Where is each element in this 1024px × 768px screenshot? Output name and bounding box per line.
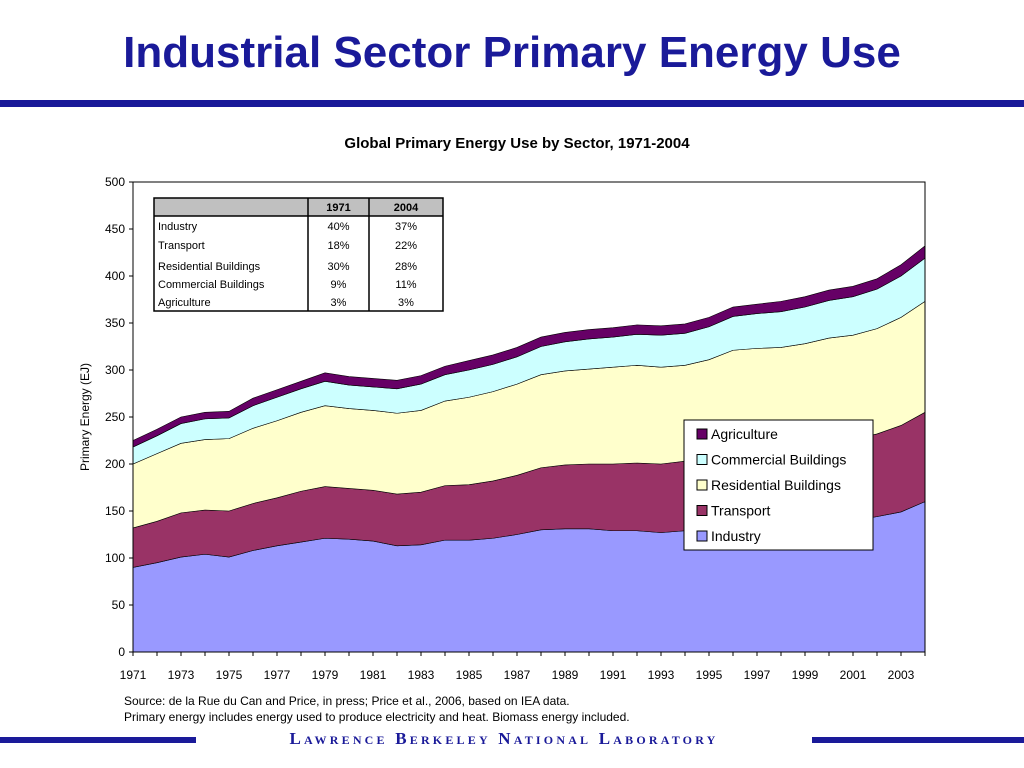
definition-note: Primary energy includes energy used to p… [124, 710, 630, 724]
share-table-percent: 3% [398, 297, 414, 309]
share-table-percent: 3% [331, 297, 347, 309]
share-table-year-header: 1971 [326, 202, 350, 214]
share-table: 1971 2004 Industry 40% 37% Transport 18% 22% Res… [153, 197, 444, 312]
x-tick-label: 1975 [216, 668, 243, 682]
share-table-border [153, 197, 444, 312]
y-tick-label: 300 [105, 363, 125, 377]
legend-swatch [696, 479, 708, 491]
share-table-sector-label: Industry [158, 221, 198, 233]
y-axis-label: Primary Energy (EJ) [78, 363, 92, 471]
legend-swatch [696, 530, 708, 542]
share-table-percent: 30% [327, 261, 349, 273]
x-tick-label: 1997 [744, 668, 771, 682]
x-tick-label: 2003 [888, 668, 915, 682]
share-table-sector-label: Agriculture [158, 297, 211, 309]
y-tick-label: 50 [112, 598, 126, 612]
y-tick-label: 100 [105, 551, 125, 565]
title-divider [0, 100, 1024, 107]
y-tick-label: 150 [105, 504, 125, 518]
footer-rule-right [812, 737, 1024, 743]
y-tick-label: 200 [105, 457, 125, 471]
share-table-sector-label: Commercial Buildings [158, 279, 265, 291]
share-table-sector-label: Residential Buildings [158, 261, 261, 273]
x-tick-label: 1977 [264, 668, 291, 682]
y-tick-label: 500 [105, 175, 125, 189]
legend-label: Commercial Buildings [711, 452, 846, 468]
x-tick-label: 1995 [696, 668, 723, 682]
slide-title: Industrial Sector Primary Energy Use [123, 28, 901, 77]
x-tick-label: 1973 [168, 668, 195, 682]
x-tick-label: 1987 [504, 668, 531, 682]
y-tick-label: 250 [105, 410, 125, 424]
y-tick-label: 450 [105, 222, 125, 236]
share-table-percent: 9% [331, 279, 347, 291]
legend-label: Transport [711, 503, 771, 519]
x-tick-label: 1979 [312, 668, 339, 682]
share-table-percent: 22% [395, 240, 417, 252]
legend-swatch [696, 505, 708, 516]
share-table-sector-label: Transport [158, 240, 205, 252]
share-table-year-header: 2004 [394, 202, 419, 214]
share-table-header-bg [154, 198, 443, 216]
x-tick-label: 1989 [552, 668, 579, 682]
legend-label: Agriculture [711, 426, 778, 442]
legend-swatch [696, 454, 708, 465]
share-table-percent: 18% [327, 240, 349, 252]
x-tick-label: 1999 [792, 668, 819, 682]
y-tick-label: 400 [105, 269, 125, 283]
legend-box [683, 419, 874, 551]
x-tick-label: 1981 [360, 668, 387, 682]
legend-label: Industry [711, 528, 761, 544]
chart-legend: Agriculture Commercial Buildings Residenti… [683, 419, 874, 551]
footer-lab-name: Lawrence Berkeley National Laboratory [289, 729, 719, 748]
x-tick-label: 1991 [600, 668, 627, 682]
x-tick-label: 1971 [120, 668, 147, 682]
x-tick-label: 1985 [456, 668, 483, 682]
share-table-percent: 40% [327, 221, 349, 233]
share-table-percent: 11% [395, 279, 416, 291]
y-tick-label: 0 [118, 645, 125, 659]
x-tick-label: 1993 [648, 668, 675, 682]
legend-swatch [696, 428, 708, 440]
x-axis: 1971 1973 1975 1977 1979 1981 1983 1985 1987 1989… [120, 652, 926, 682]
footer-rule-left [0, 737, 196, 743]
chart-title: Global Primary Energy Use by Sector, 197… [344, 135, 690, 152]
x-tick-label: 2001 [840, 668, 867, 682]
y-tick-label: 350 [105, 316, 125, 330]
share-table-percent: 37% [395, 221, 417, 233]
legend-label: Residential Buildings [711, 477, 841, 493]
source-note: Source: de la Rue du Can and Price, in p… [124, 694, 570, 708]
share-table-percent: 28% [395, 261, 417, 273]
x-tick-label: 1983 [408, 668, 435, 682]
y-axis: 0 50 100 150 200 250 300 350 400 450 500 [105, 175, 133, 659]
